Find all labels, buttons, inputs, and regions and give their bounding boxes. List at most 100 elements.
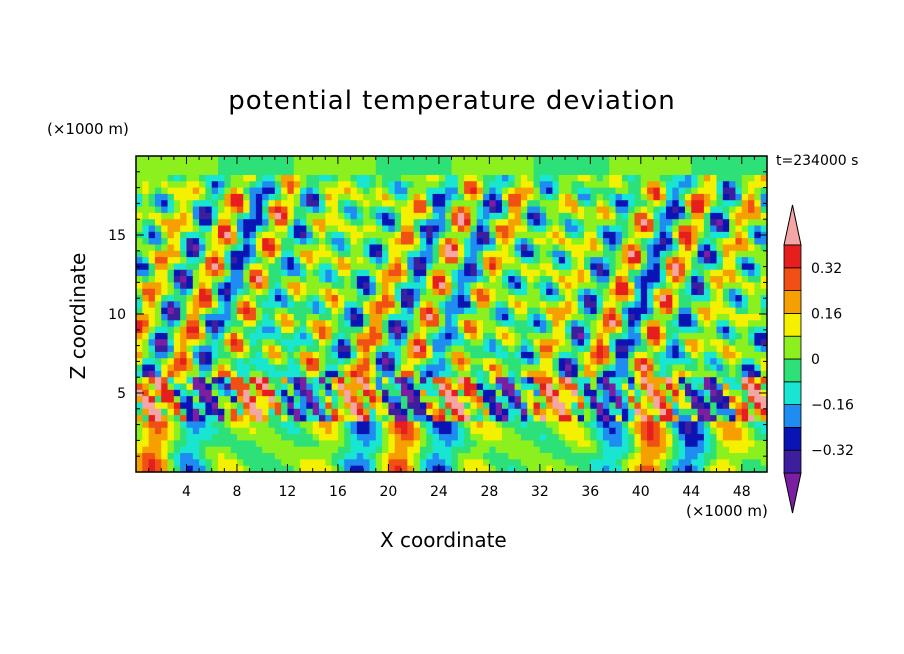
field-cell [640,244,648,252]
field-cell [375,459,383,467]
field-cell [230,358,238,366]
field-cell [678,446,686,454]
field-cell [678,219,686,227]
field-cell [249,326,257,334]
field-cell [666,383,673,391]
field-cell [729,440,737,448]
field-cell [337,377,345,385]
field-cell [300,326,307,334]
field-cell [401,225,408,233]
field-cell [192,212,200,220]
field-cell [394,434,402,441]
field-cell [539,320,547,328]
field-cell [565,383,572,391]
field-cell [300,269,307,277]
field-cell [710,415,718,423]
field-cell [331,212,339,220]
field-cell [483,351,490,359]
field-cell [356,396,364,404]
field-cell [243,453,251,460]
field-cell [476,421,484,429]
field-cell [520,200,528,208]
field-cell [199,200,207,208]
field-cell [754,168,762,176]
field-cell [659,295,667,302]
field-cell [161,231,169,239]
field-cell [136,440,143,448]
field-cell [262,193,270,201]
field-cell [735,389,743,397]
field-cell [684,231,692,239]
field-cell [236,231,244,239]
field-cell [136,212,143,220]
field-cell [350,156,358,163]
field-cell [413,383,421,391]
field-cell [419,288,427,296]
field-cell [640,370,648,378]
field-cell [520,263,528,271]
field-cell [154,459,162,467]
field-cell [262,339,270,347]
field-cell [230,200,238,208]
field-cell [136,219,143,227]
field-cell [293,345,301,353]
field-cell [489,459,497,467]
field-cell [748,345,755,353]
field-cell [691,238,699,246]
field-cell [363,282,371,290]
field-cell [211,358,219,366]
field-cell [167,446,175,454]
field-cell [546,377,554,385]
field-cell [318,377,326,385]
field-cell [508,168,516,176]
field-cell [306,301,314,309]
field-cell [754,389,762,397]
field-cell [407,434,415,441]
field-cell [300,276,307,283]
field-cell [659,231,667,239]
field-cell [634,364,642,372]
field-cell [388,408,396,416]
field-cell [268,370,276,378]
field-cell [552,453,560,460]
field-cell [716,364,724,372]
field-cell [697,263,705,271]
field-cell [394,200,402,208]
field-cell [533,301,541,309]
field-cell [432,383,440,391]
field-cell [230,339,238,347]
field-cell [748,187,755,195]
field-cell [142,440,150,448]
field-cell [224,320,232,328]
field-cell [419,162,427,170]
field-cell [211,427,219,435]
field-cell [394,332,402,340]
field-cell [470,250,478,258]
field-cell [533,345,541,353]
field-cell [369,402,377,410]
field-cell [684,434,692,441]
field-cell [451,459,459,467]
field-cell [483,402,490,410]
field-cell [748,263,755,271]
field-cell [729,212,737,220]
field-cell [615,389,623,397]
field-cell [495,453,503,460]
field-cell [640,440,648,448]
field-cell [287,415,295,423]
field-cell [558,156,566,163]
field-cell [495,231,503,239]
field-cell [224,402,232,410]
field-cell [539,276,547,283]
field-cell [205,465,213,473]
field-cell [344,187,352,195]
field-cell [495,396,503,404]
field-cell [596,434,604,441]
field-cell [602,453,610,460]
field-cell [615,383,623,391]
field-cell [148,187,156,195]
field-cell [173,440,181,448]
field-cell [236,168,244,176]
field-cell [558,314,566,321]
field-cell [249,364,257,372]
